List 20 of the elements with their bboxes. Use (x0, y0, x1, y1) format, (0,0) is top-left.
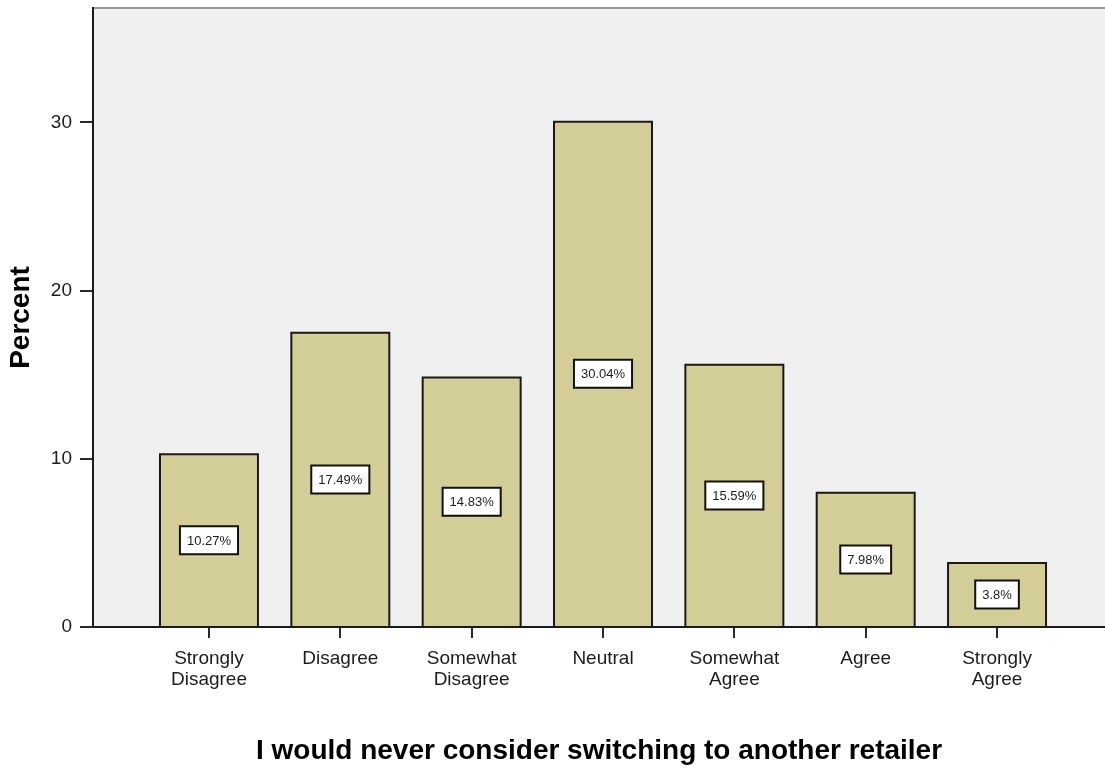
x-axis-title: I would never consider switching to another retailer (255, 733, 943, 765)
y-tick-label: 30 (50, 110, 72, 132)
data-label: 30.04% (580, 366, 626, 382)
y-tick-label: 20 (50, 278, 72, 300)
x-tick-label: Somewhat Disagree (426, 647, 518, 690)
x-tick-label: Neutral (572, 647, 634, 669)
x-tick-label: Strongly Agree (962, 647, 1033, 690)
x-tick-label: Agree (840, 647, 892, 669)
y-tick-label: 0 (61, 615, 72, 637)
data-label: 15.59% (712, 487, 757, 503)
data-label: 17.49% (318, 471, 363, 487)
y-axis-title: Percent (3, 266, 35, 369)
data-label: 14.83% (449, 494, 495, 510)
data-label: 10.27% (186, 532, 232, 548)
y-tick-label: 10 (50, 447, 72, 469)
x-tick-label: Strongly Disagree (170, 647, 247, 690)
x-tick-label: Disagree (302, 647, 379, 669)
data-label: 3.8% (982, 587, 1013, 603)
data-label: 7.98% (847, 551, 885, 567)
x-tick-label: Somewhat Agree (689, 647, 780, 690)
